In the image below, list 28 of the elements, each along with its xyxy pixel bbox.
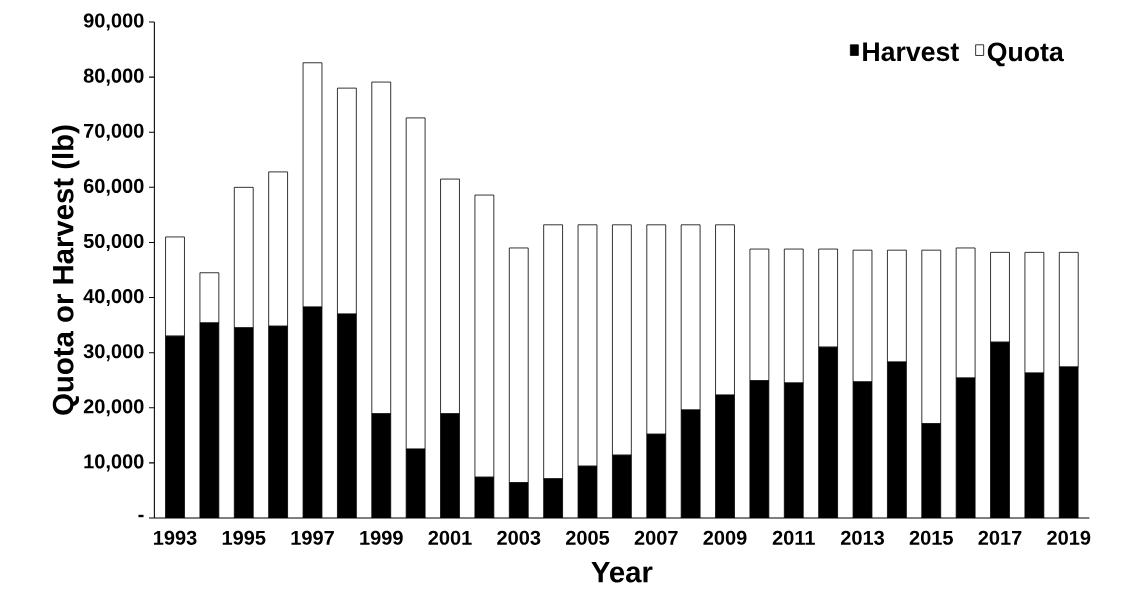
y-tick-label: 80,000 — [83, 68, 144, 86]
x-tick-label: 2001 — [428, 530, 472, 545]
x-tick-label: 2009 — [703, 530, 747, 545]
y-tick-label: 60,000 — [83, 178, 144, 196]
x-tick-label: 2013 — [840, 530, 885, 545]
y-tick-label: 40,000 — [83, 289, 144, 307]
legend-label: Quota — [987, 42, 1064, 67]
y-tick-label: 30,000 — [83, 344, 144, 362]
legend-label: Harvest — [863, 42, 959, 62]
x-tick-label: 1999 — [360, 530, 403, 545]
y-tick-label: 50,000 — [83, 233, 144, 251]
x-tick-label: 2011 — [772, 530, 815, 545]
y-tick-label: 20,000 — [83, 399, 144, 417]
y-tick-label: - — [138, 514, 144, 518]
y-axis-title: Quota or Harvest (lb) — [51, 125, 80, 415]
y-tick-label: 90,000 — [83, 13, 144, 31]
x-tick-label: 1995 — [222, 530, 266, 545]
x-tick-label: 2015 — [909, 530, 953, 545]
y-tick-label: 70,000 — [84, 123, 144, 141]
x-tick-label: 2005 — [565, 530, 610, 545]
x-tick-label: 2003 — [497, 530, 541, 545]
x-tick-label: 2007 — [634, 530, 678, 545]
x-axis-title: Year — [591, 562, 653, 583]
y-tick-label: 10,000 — [84, 454, 144, 472]
x-tick-label: 1993 — [154, 530, 197, 545]
x-tick-label: 1997 — [291, 530, 334, 545]
x-tick-label: 2019 — [1047, 530, 1091, 545]
x-tick-label: 2017 — [978, 530, 1022, 545]
